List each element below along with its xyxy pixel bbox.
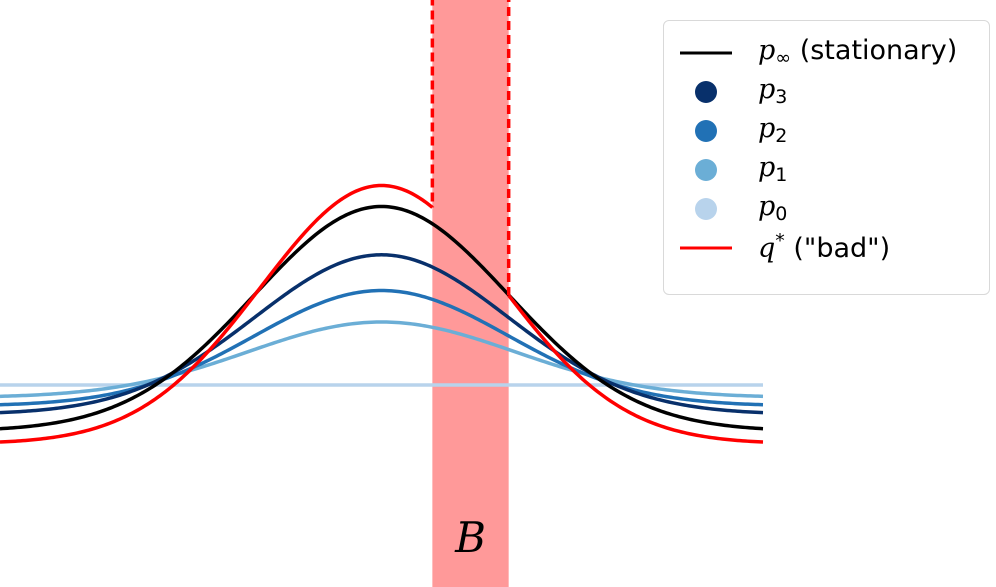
legend-label: p3 xyxy=(758,74,788,108)
legend-dot-handle xyxy=(695,159,717,181)
legend-item-1: p3 xyxy=(664,70,989,110)
series-q-star-right xyxy=(507,294,764,444)
series-p-1 xyxy=(0,320,764,399)
region-b-bump xyxy=(432,0,509,340)
legend-item-3: p1 xyxy=(664,148,989,188)
series-layer xyxy=(0,183,764,444)
legend-dot-handle xyxy=(695,198,717,220)
overlay-layer xyxy=(430,0,511,296)
legend-dot-handle xyxy=(695,120,717,142)
legend-item-2: p2 xyxy=(664,109,989,149)
legend-item-4: p0 xyxy=(664,187,989,227)
region-layer xyxy=(432,0,509,587)
legend-line-handle xyxy=(680,246,732,250)
legend-label: q* ("bad") xyxy=(758,230,891,264)
series-p-inf xyxy=(0,204,764,431)
region-b-lower xyxy=(432,340,509,587)
legend-item-0: p∞ (stationary) xyxy=(664,31,989,71)
legend-label: p∞ (stationary) xyxy=(758,35,958,69)
legend-item-5: q* ("bad") xyxy=(664,226,989,266)
region-label-b: B xyxy=(454,513,486,562)
legend-label: p0 xyxy=(758,191,788,225)
series-p-2 xyxy=(0,288,764,407)
legend-label: p2 xyxy=(758,113,788,147)
legend-dot-handle xyxy=(695,81,717,103)
legend: p∞ (stationary) p3 p2 p1 p0 q* ("bad") xyxy=(663,20,990,295)
legend-line-handle xyxy=(680,51,732,55)
series-q-star xyxy=(0,183,434,444)
series-p-3 xyxy=(0,253,764,415)
legend-label: p1 xyxy=(758,152,788,186)
